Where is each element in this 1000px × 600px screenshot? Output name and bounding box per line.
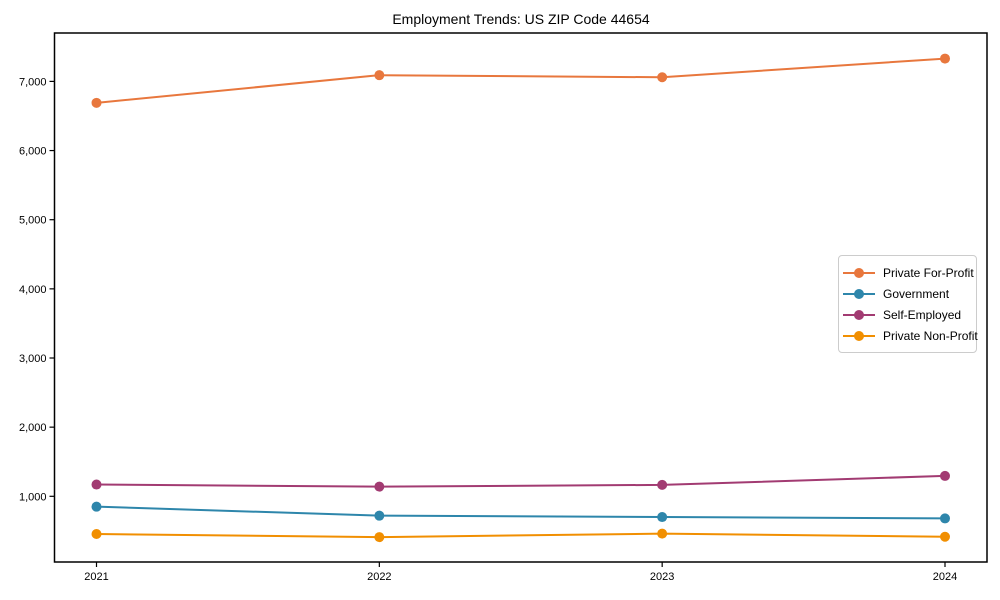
series-line-private-for-profit <box>96 57 946 104</box>
data-point-private-non-profit <box>940 531 950 542</box>
legend-item-private-non-profit: Private Non-Profit <box>843 325 978 346</box>
y-tick-label: 2,000 <box>19 422 47 434</box>
data-point-private-non-profit <box>374 532 385 543</box>
data-point-private-non-profit <box>91 528 102 539</box>
series-line-private-non-profit <box>96 532 946 539</box>
legend-marker-icon <box>843 309 875 320</box>
chart-title: Employment Trends: US ZIP Code 44654 <box>392 11 650 27</box>
y-tick-label: 1,000 <box>19 491 47 503</box>
x-tick-label: 2022 <box>367 571 391 583</box>
y-tick-label: 5,000 <box>19 215 47 227</box>
x-tick-label: 2024 <box>933 571 957 583</box>
data-point-government <box>940 513 950 524</box>
y-tick-label: 7,000 <box>19 76 47 88</box>
legend-label: Private For-Profit <box>883 265 974 280</box>
data-point-self-employed <box>91 479 102 490</box>
legend-marker-icon <box>843 267 875 278</box>
legend-dot-icon <box>854 330 864 341</box>
data-point-private-for-profit <box>940 53 950 64</box>
legend-dot-icon <box>854 309 864 320</box>
y-tick-label: 3,000 <box>19 353 47 365</box>
legend-label: Private Non-Profit <box>883 328 978 343</box>
data-point-private-for-profit <box>374 70 385 81</box>
legend-dot-icon <box>854 267 864 278</box>
data-point-private-for-profit <box>657 72 668 83</box>
data-point-self-employed <box>374 481 385 492</box>
data-point-self-employed <box>940 470 950 481</box>
series-line-self-employed <box>96 474 946 488</box>
legend-item-government: Government <box>843 283 968 304</box>
legend-marker-icon <box>843 330 875 341</box>
y-tick-label: 6,000 <box>19 146 47 158</box>
data-point-private-non-profit <box>657 528 668 539</box>
y-tick-label: 4,000 <box>19 284 47 296</box>
plot-border <box>53 32 988 563</box>
legend-item-private-for-profit: Private For-Profit <box>843 262 974 283</box>
data-point-government <box>374 510 385 521</box>
data-point-private-for-profit <box>91 97 102 108</box>
series-line-government <box>96 505 946 520</box>
x-tick-label: 2023 <box>650 571 674 583</box>
data-point-government <box>91 501 102 512</box>
legend-label: Self-Employed <box>883 307 962 322</box>
legend-dot-icon <box>854 288 864 299</box>
legend-marker-icon <box>843 288 875 299</box>
x-tick-label: 2021 <box>84 571 108 583</box>
legend-item-self-employed: Self-Employed <box>843 304 968 325</box>
legend-label: Government <box>883 286 950 301</box>
data-point-self-employed <box>657 479 668 490</box>
data-point-government <box>657 512 668 523</box>
chart-legend: Private For-Profit Government Self-Employe… <box>838 255 978 353</box>
